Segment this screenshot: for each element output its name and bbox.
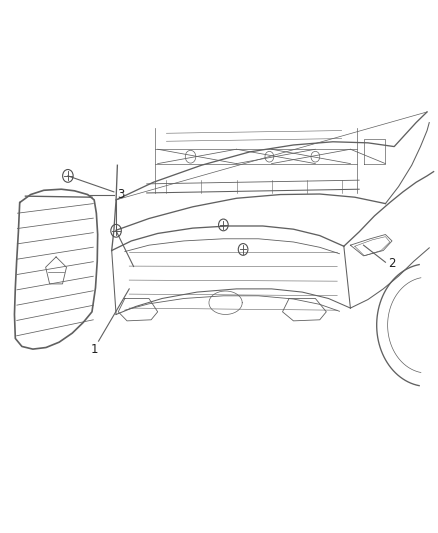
- Text: 3: 3: [117, 188, 124, 201]
- Text: 1: 1: [90, 343, 98, 356]
- Text: 2: 2: [388, 257, 396, 270]
